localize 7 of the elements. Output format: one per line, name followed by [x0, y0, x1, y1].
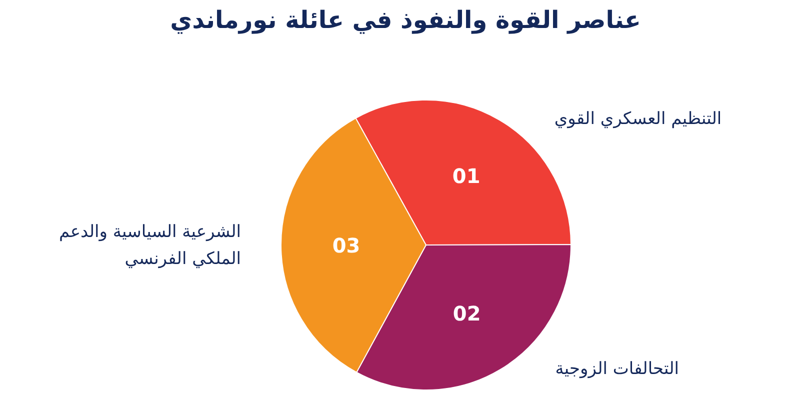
slice-label: التنظيم العسكري القوي [554, 108, 722, 132]
text: 02 [452, 302, 481, 326]
title: عناصر القوة والنفوذ في عائلة نورماندي [169, 6, 642, 34]
text: 01 [452, 164, 480, 188]
slice-label: الشرعية السياسية والدعم الملكي الفرنسي [58, 220, 242, 271]
text: 03 [332, 233, 360, 258]
slice-label: التحالفات الزوجية [555, 358, 680, 382]
